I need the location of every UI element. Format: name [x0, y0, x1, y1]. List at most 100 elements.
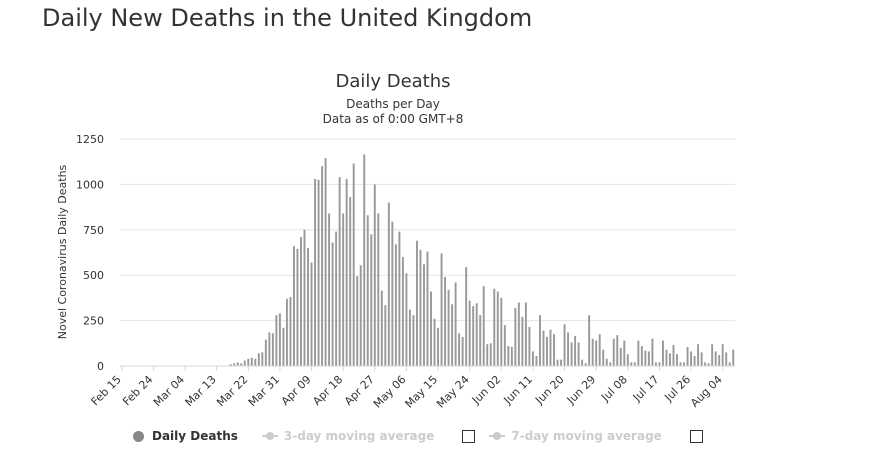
bar — [433, 318, 436, 366]
legend-dot-icon — [133, 430, 144, 442]
chart-subtitle-1: Deaths per Day — [346, 97, 440, 111]
bar — [563, 324, 566, 366]
bar — [335, 231, 338, 366]
bar — [623, 340, 626, 366]
checkbox-3-day-average[interactable] — [462, 429, 476, 443]
x-tick-label: Apr 18 — [310, 373, 345, 408]
chart-legend: Daily Deaths 3-day moving average 7-day … — [133, 426, 717, 446]
bar — [254, 358, 257, 366]
bar — [693, 356, 696, 366]
legend-item-daily-deaths[interactable]: Daily Deaths — [133, 429, 238, 443]
x-tick-label: May 24 — [434, 373, 472, 411]
bar — [560, 359, 563, 366]
bar — [637, 340, 640, 366]
bar — [570, 342, 573, 366]
legend-item-7-day-average[interactable]: 7-day moving average — [489, 429, 662, 443]
bar — [324, 158, 327, 366]
bar — [605, 358, 608, 366]
bar — [328, 213, 331, 366]
bar — [486, 344, 489, 366]
bar — [366, 215, 369, 366]
legend-item-3-day-average[interactable]: 3-day moving average — [261, 429, 434, 443]
bar — [510, 346, 513, 366]
y-tick-labels: 0 250 500 750 1000 1250 — [76, 133, 104, 373]
bar — [268, 332, 271, 366]
bar — [317, 179, 320, 366]
x-tick-label: Jul 08 — [598, 373, 630, 405]
bar — [451, 304, 454, 366]
bar — [233, 363, 236, 366]
bar — [718, 355, 721, 366]
bar — [542, 330, 545, 366]
bar — [370, 234, 373, 366]
bar — [398, 231, 401, 366]
bar — [430, 291, 432, 366]
bar — [257, 353, 260, 366]
y-tick-label: 750 — [83, 224, 104, 237]
bar — [633, 362, 636, 366]
y-axis-label: Novel Coronavirus Daily Deaths — [56, 164, 69, 339]
bar — [524, 302, 527, 366]
bar — [647, 351, 650, 366]
bar — [686, 346, 689, 366]
bar — [598, 334, 601, 366]
x-tick-label: Jun 02 — [469, 373, 503, 407]
y-tick-label: 500 — [83, 269, 104, 282]
bar — [514, 307, 517, 366]
bar — [461, 336, 464, 366]
bar — [338, 177, 341, 366]
bar — [373, 184, 376, 366]
bar — [405, 273, 408, 366]
bar — [556, 359, 559, 366]
bar — [391, 221, 394, 366]
bar — [250, 357, 253, 366]
bar — [521, 316, 524, 366]
bar — [289, 296, 292, 366]
bar — [588, 315, 591, 366]
bar — [644, 350, 647, 366]
bar — [528, 326, 531, 366]
y-tick-label: 1250 — [76, 133, 104, 146]
bar — [352, 163, 355, 366]
x-tick-label: Jun 29 — [564, 373, 598, 407]
bar — [236, 362, 239, 366]
bar — [468, 300, 471, 366]
chart-subtitle-2: Data as of 0:00 GMT+8 — [323, 112, 464, 126]
x-tick-label: May 06 — [371, 373, 409, 411]
x-tick-label: Aug 04 — [688, 373, 725, 410]
daily-deaths-chart: Daily Deaths Deaths per Day Data as of 0… — [56, 71, 735, 411]
bars — [229, 154, 735, 366]
bar — [700, 352, 703, 366]
bar — [447, 289, 450, 366]
bar — [401, 257, 404, 366]
bar — [581, 359, 584, 366]
bar — [394, 244, 397, 366]
bar — [690, 351, 693, 366]
checkbox-7-day-average[interactable] — [689, 429, 703, 443]
bar — [507, 346, 510, 366]
bar — [714, 351, 717, 366]
bar — [665, 349, 668, 366]
bar — [683, 362, 686, 366]
bar — [609, 362, 612, 366]
bar — [591, 338, 594, 366]
bar — [672, 345, 675, 366]
bar — [454, 282, 457, 366]
bar — [356, 276, 359, 366]
bar — [707, 363, 710, 366]
legend-line-marker-icon — [261, 432, 278, 440]
bar — [419, 249, 422, 366]
bar — [538, 315, 541, 366]
bar — [704, 362, 707, 366]
bar — [423, 264, 425, 366]
bar — [458, 333, 461, 366]
bar — [517, 302, 520, 366]
bar — [415, 240, 418, 366]
legend-label: Daily Deaths — [152, 429, 238, 443]
bar — [380, 290, 383, 366]
bar — [264, 339, 267, 366]
legend-label: 7-day moving average — [511, 429, 662, 443]
bar — [331, 242, 334, 366]
bar — [303, 229, 306, 366]
